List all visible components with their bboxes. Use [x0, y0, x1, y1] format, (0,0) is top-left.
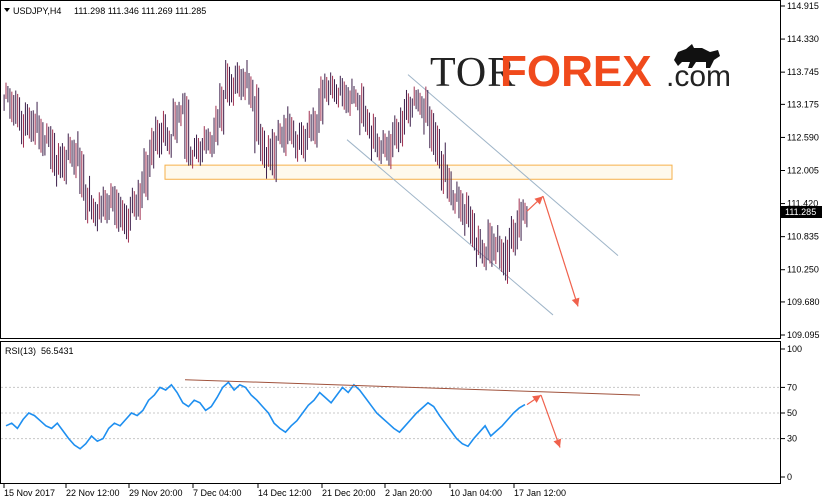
price-down-arrow-head — [571, 297, 580, 307]
logo-tor: TOR — [430, 50, 516, 96]
current-price-box — [781, 206, 822, 218]
price-up-arrow-head — [534, 196, 543, 205]
price-tick-label: 114.330 — [787, 34, 819, 44]
current-price-label: 111.285 — [785, 207, 816, 217]
price-down-arrow — [542, 196, 579, 307]
symbol-label: USDJPY,H4 — [13, 6, 61, 16]
dropdown-triangle-icon[interactable] — [4, 8, 10, 12]
torforex-logo: TOR FOREX .com — [430, 44, 731, 96]
time-axis: 15 Nov 2017 22 Nov 12:00 29 Nov 20:00 7 Dec… — [3, 484, 566, 498]
rsi-tick-label: 0 — [787, 472, 792, 482]
ohlc-values: 111.298 111.346 111.269 111.285 — [74, 6, 206, 16]
rsi-trendline — [184, 379, 641, 396]
price-tick-label: 113.175 — [787, 99, 819, 109]
price-tick-label: 112.590 — [787, 132, 819, 142]
price-candles — [3, 59, 528, 284]
rsi-tick-label: 70 — [787, 382, 797, 392]
rsi-down-arrow-head — [553, 438, 562, 448]
logo-forex: FOREX — [500, 47, 652, 96]
time-tick-label: 10 Jan 04:00 — [450, 488, 502, 498]
time-tick-label: 14 Dec 12:00 — [258, 488, 312, 498]
logo-com: .com — [666, 60, 731, 93]
time-tick-label: 17 Jan 12:00 — [514, 488, 566, 498]
channel-upper-line — [407, 74, 619, 256]
rsi-value: 56.5431 — [41, 346, 74, 356]
price-tick-label: 110.250 — [787, 265, 819, 275]
price-tick-label: 113.745 — [787, 67, 819, 77]
bull-icon — [674, 44, 720, 68]
rsi-tick-label: 100 — [787, 344, 802, 354]
rsi-axis: 100 70 50 30 0 — [781, 344, 802, 482]
price-tick-label: 109.095 — [787, 330, 820, 340]
price-axis: 114.915 114.330 113.745 113.175 112.590 112.0… — [781, 1, 820, 340]
time-tick-label: 15 Nov 2017 — [4, 488, 55, 498]
rsi-tick-label: 50 — [787, 408, 797, 418]
price-tick-label: 111.420 — [787, 199, 818, 209]
time-tick-label: 22 Nov 12:00 — [66, 488, 120, 498]
time-tick-label: 21 Dec 20:00 — [322, 488, 376, 498]
rsi-label: RSI(13) — [5, 346, 36, 356]
rsi-up-arrow-head — [532, 395, 541, 403]
price-tick-label: 109.680 — [787, 297, 820, 307]
resistance-zone — [164, 164, 673, 180]
channel-lower-line — [346, 139, 554, 316]
price-tick-label: 110.835 — [787, 232, 819, 242]
chart-header: USDJPY,H4 111.298 111.346 111.269 111.28… — [4, 6, 206, 16]
rsi-forecast-arrows — [526, 394, 562, 448]
time-tick-label: 7 Dec 04:00 — [193, 488, 242, 498]
time-tick-label: 2 Jan 20:00 — [385, 488, 432, 498]
rsi-line — [5, 381, 526, 450]
price-forecast-arrows — [526, 195, 580, 307]
rsi-down-arrow — [540, 394, 561, 448]
price-tick-label: 112.005 — [787, 166, 819, 176]
rsi-header: RSI(13) 56.5431 — [5, 346, 74, 356]
rsi-tick-label: 30 — [787, 434, 797, 444]
price-tick-label: 114.915 — [787, 1, 819, 11]
time-tick-label: 29 Nov 20:00 — [129, 488, 183, 498]
